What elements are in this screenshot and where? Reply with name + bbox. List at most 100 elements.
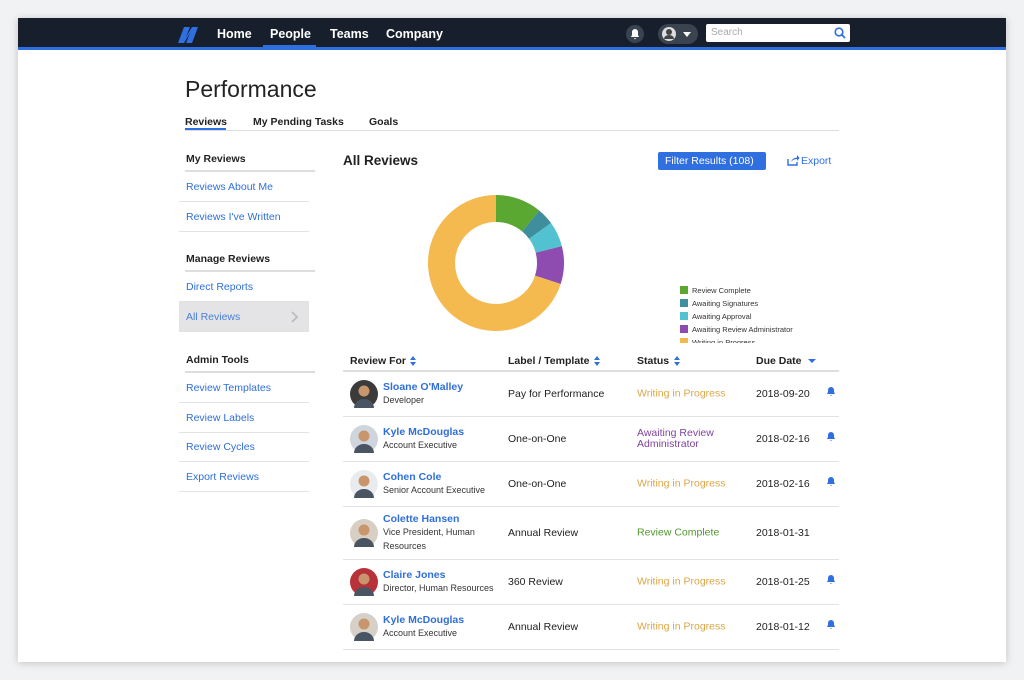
avatar [350,425,378,453]
notifications[interactable] [625,24,645,44]
sidebar-link[interactable]: Reviews About Me [179,172,309,202]
search-icon [834,27,846,39]
table-row[interactable]: Colette Hansen Vice President, Human Reso… [343,507,839,560]
person-name[interactable]: Kyle McDouglas [383,426,465,438]
table-row[interactable]: Sloane O'Malley Developer Pay for Performa… [343,372,839,417]
avatar-body [354,489,374,498]
tab-indicator [185,128,226,130]
nav-link[interactable]: People [270,27,311,41]
bell-shape [827,432,835,441]
donut-slice [522,210,552,239]
person: Sloane O'Malley Developer [383,381,498,407]
status: Writing in Progress [637,620,726,633]
legend-label: Writing in Progress [692,338,755,343]
nav-link[interactable]: Teams [330,27,369,41]
sidebar-link[interactable]: Direct Reports [179,272,309,302]
avatar [350,380,378,408]
person-name[interactable]: Kyle McDouglas [383,614,465,626]
avatar-head [358,475,370,487]
table-row[interactable]: Claire Jones Director, Human Resources 360… [343,560,839,605]
person-name[interactable]: Colette Hansen [383,513,460,525]
template: Annual Review [508,527,579,539]
table-body: Sloane O'Malley Developer Pay for Performa… [343,372,839,650]
status: Review Complete [637,526,720,539]
due-date: 2018-01-25 [756,576,810,588]
filter-label: Filter Results (108) [665,155,754,167]
reminder-bell[interactable] [826,476,836,486]
legend-label: Awaiting Review Administrator [692,325,793,334]
column-header[interactable]: Due Date [756,355,802,367]
avatar-head [358,385,370,397]
template: 360 Review [508,576,563,588]
sort-icon [808,359,816,363]
nav-link[interactable]: Company [386,27,443,41]
reminder-bell[interactable] [826,619,836,629]
avatar-body [354,632,374,641]
sidebar-heading: Admin Tools [185,347,315,373]
sidebar-link[interactable]: Review Cycles [179,432,309,462]
avatar [350,613,378,641]
avatar [350,519,378,547]
sidebar-link[interactable]: Reviews I've Written [179,202,309,232]
avatar-body [354,538,374,547]
sidebar-link[interactable]: Review Templates [179,373,309,403]
user-menu[interactable] [658,24,700,44]
avatar-head [358,618,370,630]
due-date: 2018-01-12 [756,621,810,633]
avatar-head [358,573,370,585]
sidebar-heading: My Reviews [185,146,315,172]
donut-slice [534,246,564,285]
column-header[interactable]: Status [637,355,670,367]
person: Colette Hansen Vice President, Human Reso… [383,513,498,553]
avatar-body [354,399,374,408]
table-row[interactable]: Kyle McDouglas Account Executive One-on-On… [343,417,839,462]
sidebar-link[interactable]: Export Reviews [179,462,309,492]
person-role: Account Executive [383,628,458,638]
due-date: 2018-02-16 [756,433,810,445]
reminder-bell[interactable] [826,574,836,584]
reminder-bell[interactable] [826,431,836,441]
column-header[interactable]: Review For [350,355,407,367]
person-role: Senior Account Executive [383,485,486,495]
divider [185,130,839,131]
column-header[interactable]: Label / Template [508,355,590,367]
tab[interactable]: Goals [369,116,399,128]
tab[interactable]: My Pending Tasks [253,116,344,128]
export-link[interactable]: Export [801,155,832,167]
bell-shape [827,387,835,396]
nav-link[interactable]: Home [217,27,252,41]
donut-slice [496,195,540,232]
logo[interactable] [176,23,200,45]
donut-chart: Review Complete Awaiting Signatures Awaiti… [428,195,793,343]
legend-swatch [680,338,688,343]
table-row[interactable]: Kyle McDouglas Account Executive Annual Re… [343,605,839,650]
search-box[interactable]: Search [706,24,850,42]
sidebar-link-active[interactable]: All Reviews [179,302,309,332]
table-row[interactable]: Cohen Cole Senior Account Executive One-on… [343,462,839,507]
sidebar-link[interactable]: Review Labels [179,403,309,433]
app-window: Home People Teams Company Search Perform… [18,18,1006,662]
person-name[interactable]: Cohen Cole [383,471,442,483]
donut-slice [428,195,561,331]
legend-label: Awaiting Approval [692,312,752,321]
filter-button[interactable]: Filter Results (108) [658,152,766,174]
due-date: 2018-01-31 [756,527,810,539]
person-name[interactable]: Claire Jones [383,569,446,581]
export-icon [787,155,800,166]
template: One-on-One [508,478,567,490]
avatar [350,568,378,596]
bell-shape [827,477,835,486]
template: One-on-One [508,433,567,445]
person-name[interactable]: Sloane O'Malley [383,381,464,393]
section-heading: All Reviews [343,153,419,168]
due-date: 2018-09-20 [756,388,810,400]
tab[interactable]: Reviews [185,116,228,128]
sort-icon [674,356,680,366]
template: Pay for Performance [508,388,605,400]
reviews-table: Review For Label / Template Status Due D… [343,348,839,650]
reminder-bell[interactable] [826,386,836,396]
avatar-body [354,444,374,453]
person: Kyle McDouglas Account Executive [383,426,498,452]
avatar-head [358,524,370,536]
